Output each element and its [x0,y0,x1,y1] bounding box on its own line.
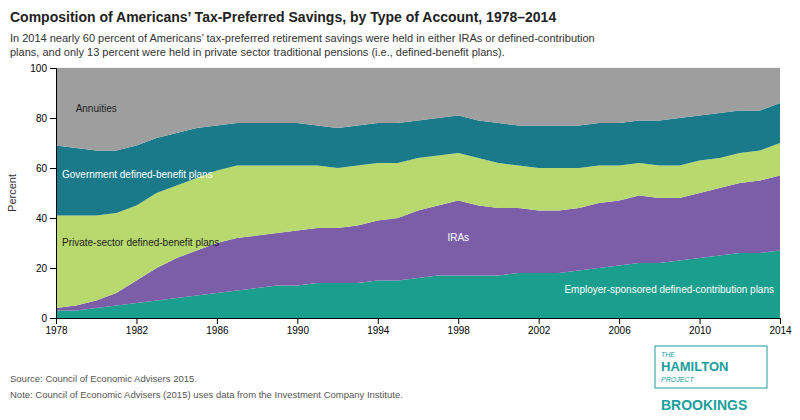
y-tick-mark [50,218,56,219]
logo-text: HAMILTON [661,359,728,374]
x-tick: 1982 [126,318,149,336]
y-axis-title: Percent [6,174,18,212]
x-tick-mark [458,318,459,324]
x-axis-line [57,319,781,325]
logo-text: BROOKINGS [661,397,747,413]
area-label: Employer-sponsored defined-contribution … [564,284,774,295]
y-tick-label: 20 [36,263,48,274]
x-tick-label: 1990 [287,325,310,336]
area-label: IRAs [447,232,469,243]
x-tick-mark [539,318,540,324]
x-tick: 2010 [689,318,712,336]
x-tick-label: 2010 [689,325,712,336]
grid [56,68,780,318]
area-labels: Employer-sponsored defined-contribution … [62,103,774,295]
subtitle-line: plans, and only 13 percent were held in … [10,46,505,58]
y-tick-label: 40 [36,213,48,224]
y-tick-label: 80 [36,113,48,124]
x-tick: 1990 [287,318,310,336]
y-tick-mark [50,268,56,269]
y-tick: 80 [36,113,56,124]
y-tick-label: 0 [41,313,47,324]
area-label: Private-sector defined-benefit plans [62,237,219,248]
x-tick: 1986 [206,318,229,336]
area-label: Government defined-benefit plans [62,169,213,180]
y-tick: 40 [36,213,56,224]
area [56,68,780,151]
x-tick-mark [780,318,781,324]
y-tick-mark [50,168,56,169]
logo-box [655,346,767,388]
logo: THEHAMILTON PROJECT BROOKINGS [655,346,767,413]
plot-area [56,68,780,318]
x-tick-mark [700,318,701,324]
x-tick-mark [217,318,218,324]
subtitle: In 2014 nearly 60 percent of Americans’ … [10,32,595,58]
x-tick-mark [378,318,379,324]
x-tick-label: 2014 [769,325,792,336]
x-tick-label: 1978 [45,325,68,336]
y-tick: 0 [41,313,56,324]
x-tick: 1994 [367,318,390,336]
x-tick: 2014 [769,318,792,336]
x-tick: 2006 [608,318,631,336]
area-label: Annuities [76,103,117,114]
y-tick: 20 [36,263,56,274]
x-tick-mark [136,318,137,324]
y-tick-mark [50,318,56,319]
x-tick-label: 1986 [206,325,229,336]
chart: Composition of Americans’ Tax-Preferred … [0,0,800,420]
x-tick-label: 2002 [528,325,551,336]
x-tick: 2002 [528,318,551,336]
x-tick: 1978 [45,318,68,336]
x-tick-label: 1982 [126,325,149,336]
x-tick: 1998 [448,318,471,336]
y-tick: 100 [30,63,56,74]
y-axis-line [50,69,57,319]
title: Composition of Americans’ Tax-Preferred … [10,9,556,25]
note: Note: Council of Economic Advisers (2015… [10,389,403,400]
y-tick-mark [50,118,56,119]
y-tick-mark [50,68,56,69]
y-tick-label: 60 [36,163,48,174]
x-tick-label: 1994 [367,325,390,336]
source: Source: Council of Economic Advisers 201… [10,373,197,384]
y-axis: 0 20 40 60 80 100 [30,63,56,324]
y-tick: 60 [36,163,56,174]
subtitle-line: In 2014 nearly 60 percent of Americans’ … [10,32,595,44]
y-tick-label: 100 [30,63,47,74]
x-tick-label: 1998 [448,325,471,336]
x-tick-label: 2006 [608,325,631,336]
x-tick-mark [297,318,298,324]
x-tick-mark [619,318,620,324]
x-axis: 1978 1982 1986 1990 1994 1998 2002 2006 2010 2014 [45,318,792,336]
logo-text: THE [661,351,675,358]
logo-text: PROJECT [661,376,694,383]
